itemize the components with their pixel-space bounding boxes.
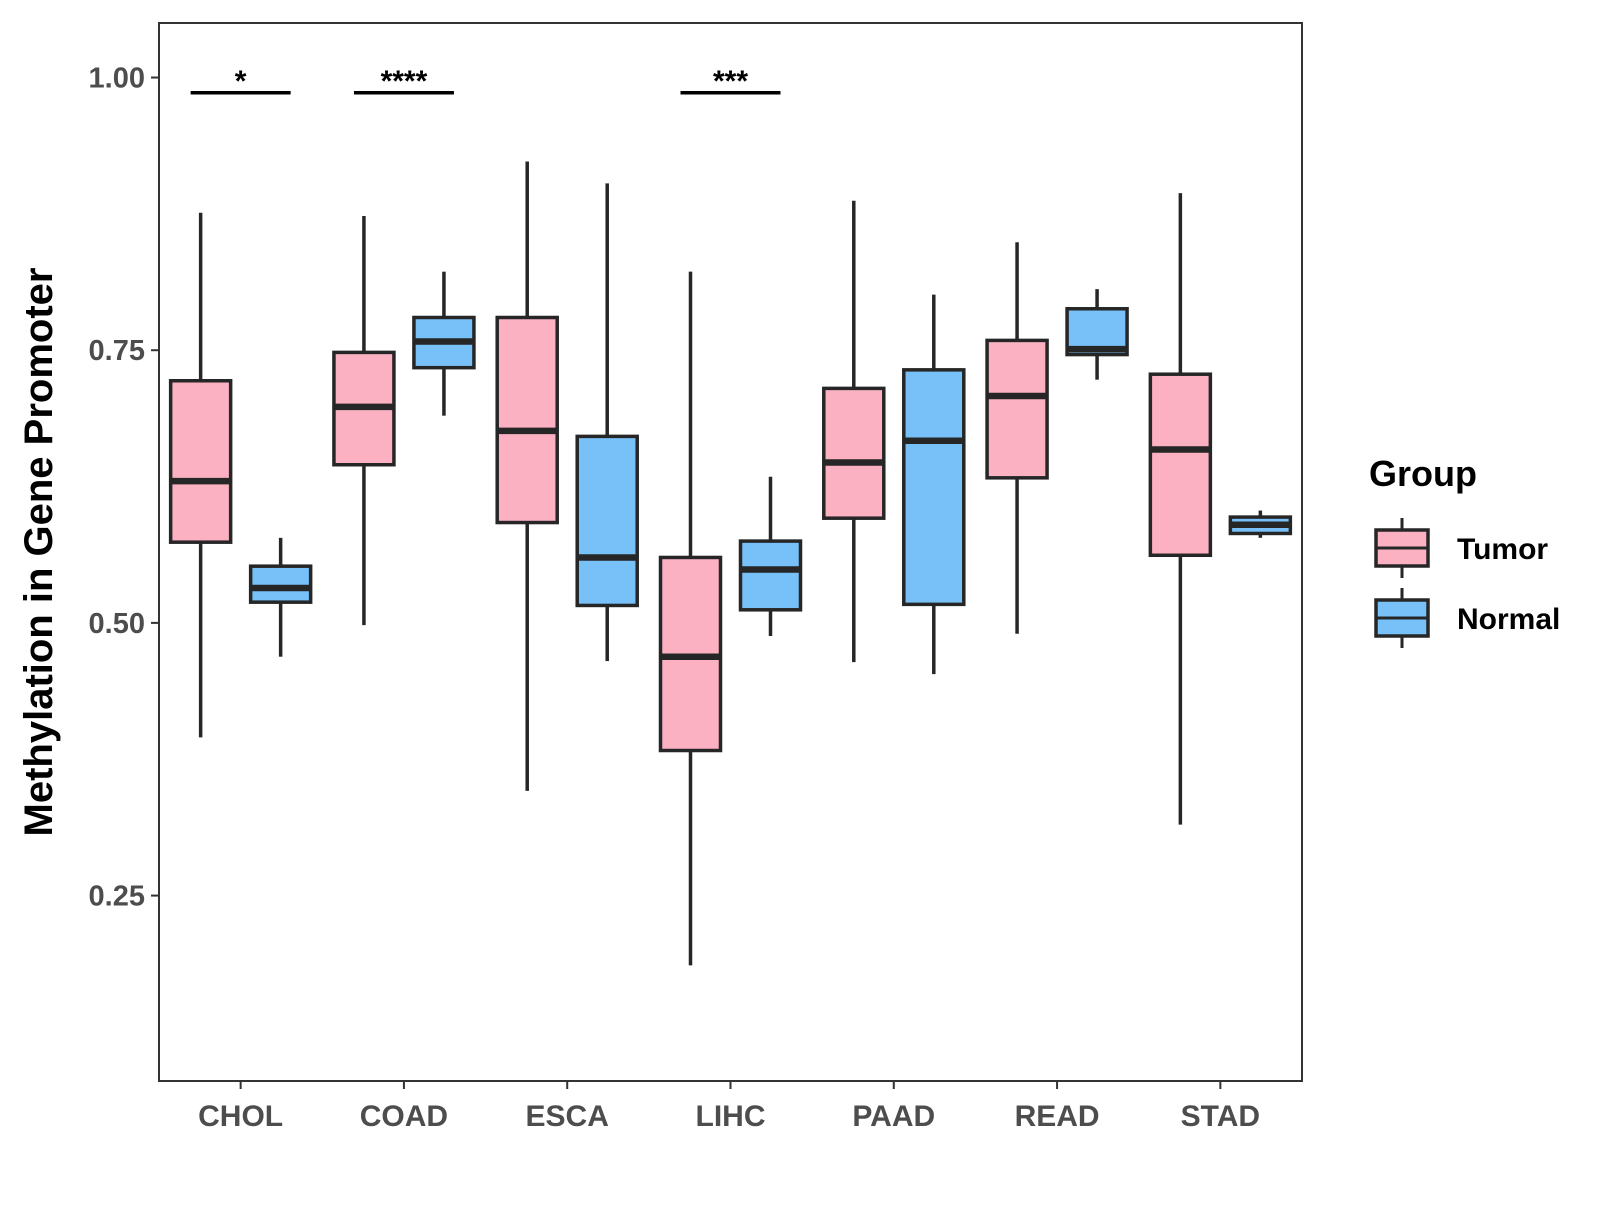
legend-items: Tumor Normal [1374, 518, 1560, 648]
box-normal-paad [902, 294, 966, 675]
significance-label: *** [713, 65, 748, 98]
plot-panel-border [158, 22, 1303, 1082]
significance-label: **** [381, 65, 428, 98]
legend-label: Tumor [1457, 533, 1548, 566]
y-tick-label: 0.50 [89, 608, 145, 640]
box-tumor-stad [1148, 193, 1213, 825]
significance-layer: * **** *** [190, 65, 781, 98]
x-tick-label-chol: CHOL [198, 1100, 283, 1133]
x-tick-label-stad: STAD [1181, 1100, 1260, 1133]
y-tick-label: 1.00 [89, 63, 145, 95]
box-normal-chol [248, 537, 313, 657]
y-tick-label: 0.25 [89, 881, 145, 913]
significance-label: * [235, 65, 247, 98]
legend: Group Tumor Normal [1369, 453, 1560, 648]
box-body [168, 379, 233, 544]
y-axis: 0.25 0.50 0.75 1.00 [89, 63, 159, 913]
box-normal-coad [412, 271, 476, 416]
boxes-layer [168, 161, 1293, 966]
y-axis-title: Methylation in Gene Promoter [17, 268, 61, 837]
x-tick-label-read: READ [1015, 1100, 1100, 1133]
box-body [575, 434, 639, 608]
box-body [985, 338, 1049, 480]
legend-title: Group [1369, 453, 1477, 494]
box-normal-stad [1228, 510, 1293, 538]
box-normal-lihc [738, 476, 803, 636]
box-body [902, 368, 966, 607]
box-normal-esca [575, 183, 639, 662]
box-tumor-paad [822, 200, 886, 663]
box-body [822, 386, 886, 520]
x-tick-label-esca: ESCA [526, 1100, 609, 1133]
x-tick-label-lihc: LIHC [696, 1100, 766, 1133]
y-tick-label: 0.75 [89, 335, 145, 367]
box-body [738, 539, 803, 612]
box-tumor-esca [495, 161, 559, 791]
box-normal-read [1065, 289, 1129, 380]
x-tick-label-paad: PAAD [852, 1100, 935, 1133]
box-body [1148, 372, 1213, 558]
box-body [495, 315, 559, 525]
box-tumor-chol [168, 212, 233, 738]
legend-item-tumor: Tumor [1374, 518, 1548, 578]
box-body [248, 564, 313, 604]
x-axis: CHOL COAD ESCA LIHC PAAD READ STAD [198, 1081, 1260, 1133]
legend-item-normal: Normal [1374, 588, 1560, 648]
box-tumor-coad [332, 216, 396, 626]
x-tick-label-coad: COAD [360, 1100, 448, 1133]
box-tumor-lihc [658, 271, 723, 966]
legend-label: Normal [1457, 603, 1560, 636]
box-tumor-read [985, 242, 1049, 634]
